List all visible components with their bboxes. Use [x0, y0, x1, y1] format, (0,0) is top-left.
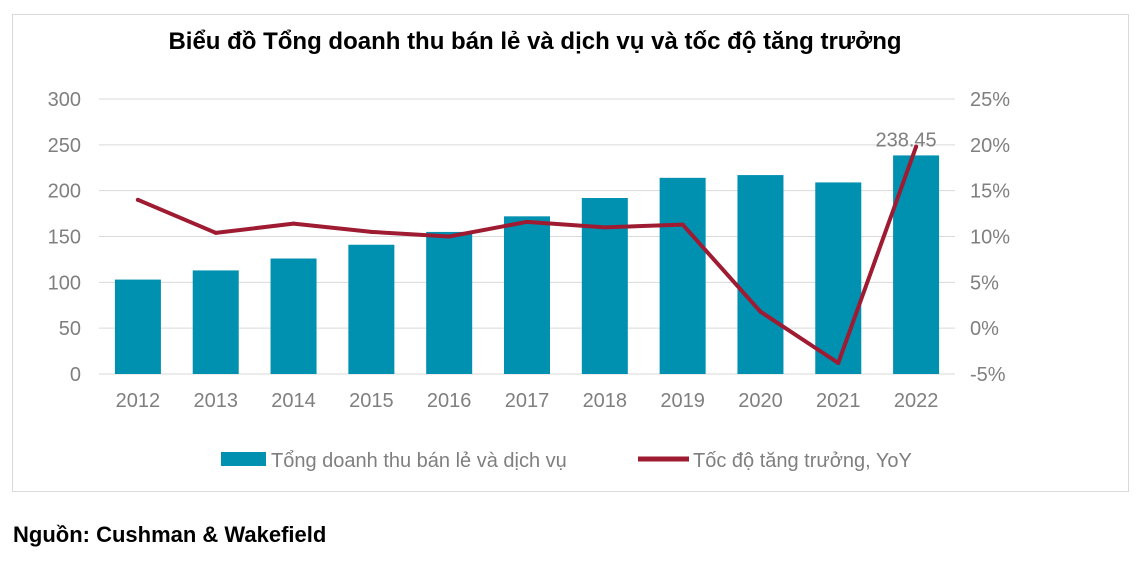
y-right-tick-label: -5%	[970, 364, 1006, 386]
y-axis-right: -5% 0% 5% 10% 15% 20% 25%	[970, 89, 1010, 386]
x-tick-label: 2020	[738, 390, 783, 412]
y-left-tick-label: 0	[70, 364, 81, 386]
line-point	[680, 222, 685, 227]
line-point	[369, 229, 374, 234]
legend-label-line: Tốc độ tăng trưởng, YoY	[693, 450, 912, 472]
line-point	[135, 197, 140, 202]
y-right-tick-label: 15%	[970, 181, 1010, 203]
x-tick-label: 2021	[816, 390, 861, 412]
line-point	[447, 234, 452, 239]
y-left-tick-label: 300	[48, 89, 81, 111]
y-left-tick-label: 200	[48, 181, 81, 203]
bar	[270, 258, 317, 374]
chart-frame: Biểu đồ Tổng doanh thu bán lẻ và dịch vụ…	[12, 14, 1129, 492]
legend-swatch-bars	[221, 452, 266, 466]
legend-label-bars: Tổng doanh thu bán lẻ và dịch vụ	[271, 450, 567, 472]
x-tick-label: 2015	[349, 390, 394, 412]
bar	[815, 182, 862, 374]
legend: Tổng doanh thu bán lẻ và dịch vụ Tốc độ …	[221, 450, 912, 472]
bar-data-label: 238.45	[876, 129, 937, 151]
y-right-tick-label: 5%	[970, 272, 999, 294]
bar-series	[114, 155, 940, 374]
y-left-tick-label: 250	[48, 135, 81, 157]
x-tick-label: 2018	[583, 390, 628, 412]
y-right-tick-label: 10%	[970, 227, 1010, 249]
line-point	[213, 230, 218, 235]
x-axis: 2012 2013 2014 2015 2016 2017 2018 2019 2020 2021…	[116, 390, 939, 412]
bar	[659, 177, 706, 374]
y-right-tick-label: 25%	[970, 89, 1010, 111]
y-left-tick-label: 100	[48, 272, 81, 294]
line-series	[135, 144, 919, 365]
chart-title: Biểu đồ Tổng doanh thu bán lẻ và dịch vụ…	[168, 28, 901, 55]
y-left-tick-label: 150	[48, 227, 81, 249]
bar	[348, 244, 395, 374]
y-right-tick-label: 0%	[970, 318, 999, 340]
x-tick-label: 2012	[116, 390, 161, 412]
line-point	[914, 144, 919, 149]
chart-svg: Biểu đồ Tổng doanh thu bán lẻ và dịch vụ…	[48, 28, 1011, 472]
bar	[737, 175, 784, 374]
data-labels: 238.45	[876, 129, 937, 151]
bar	[504, 216, 550, 374]
x-tick-label: 2017	[505, 390, 550, 412]
y-left-tick-label: 50	[59, 318, 81, 340]
x-tick-label: 2014	[271, 390, 316, 412]
y-axis-left: 0 50 100 150 200 250 300	[48, 89, 81, 386]
line-point	[291, 221, 296, 226]
line-point	[836, 361, 841, 365]
y-right-tick-label: 20%	[970, 135, 1010, 157]
bar	[114, 279, 161, 374]
line-point	[758, 309, 763, 314]
source-note: Nguồn: Cushman & Wakefield	[13, 522, 327, 547]
x-tick-label: 2019	[660, 390, 705, 412]
line-point	[525, 219, 529, 224]
bar	[192, 270, 239, 374]
line-point	[602, 225, 607, 230]
x-tick-label: 2022	[894, 390, 939, 412]
x-tick-label: 2013	[193, 390, 238, 412]
x-tick-label: 2016	[427, 390, 472, 412]
bar	[426, 231, 473, 374]
